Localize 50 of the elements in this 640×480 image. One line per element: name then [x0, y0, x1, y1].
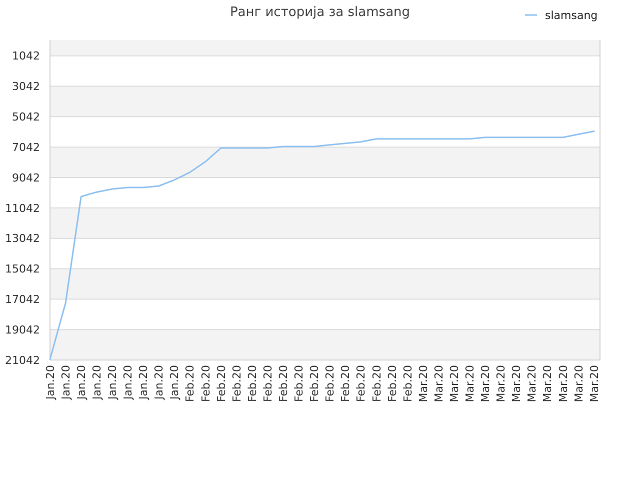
- x-tick-label: Mar.20: [464, 365, 477, 402]
- x-tick-label: Feb.20: [324, 365, 337, 402]
- x-tick-label: Feb.20: [401, 365, 414, 402]
- line-series: [49, 130, 595, 360]
- x-tick-label: Feb.20: [246, 365, 259, 402]
- y-tick-label: 13042: [5, 232, 40, 246]
- x-tick-label: Jan.20: [90, 365, 104, 400]
- y-tick-label: 7042: [12, 140, 40, 154]
- x-tick-label: Mar.20: [510, 365, 524, 402]
- x-tick-label: Feb.20: [386, 365, 399, 402]
- x-tick-label: Jan.20: [122, 365, 135, 400]
- legend-label: slamsang: [545, 8, 598, 22]
- x-tick-label: Feb.20: [214, 365, 228, 402]
- x-tick-label: Feb.20: [339, 365, 352, 402]
- x-tick-label: Mar.20: [416, 365, 430, 402]
- y-tick-label: 5042: [12, 110, 40, 124]
- x-tick-label: Mar.20: [494, 365, 508, 402]
- x-tick-label: Feb.20: [370, 365, 384, 402]
- x-tick-label: Feb.20: [184, 365, 197, 402]
- x-tick-label: Feb.20: [354, 365, 368, 402]
- x-tick-label: Jan.20: [152, 365, 166, 400]
- x-tick-label: Mar.20: [572, 365, 586, 402]
- x-tick-label: Mar.20: [448, 365, 461, 402]
- x-tick-label: Feb.20: [308, 365, 322, 402]
- x-tick-label: Jan.20: [59, 365, 72, 400]
- x-tick-label: Jan.20: [168, 365, 182, 400]
- y-tick-label: 21042: [5, 354, 40, 367]
- y-tick-label: 15042: [5, 262, 40, 276]
- x-tick-label: Mar.20: [588, 365, 601, 402]
- x-tick-label: Feb.20: [292, 365, 306, 402]
- x-tick-label: Jan.20: [44, 365, 57, 400]
- x-tick-label: Mar.20: [526, 365, 539, 402]
- y-tick-label: 17042: [5, 293, 40, 306]
- x-tick-label: Feb.20: [230, 365, 244, 402]
- x-tick-label: Mar.20: [541, 365, 554, 402]
- y-tick-label: 19042: [5, 323, 40, 336]
- x-tick-label: Mar.20: [432, 365, 446, 402]
- y-tick-label: 11042: [5, 202, 40, 215]
- chart-title: Ранг историја за slamsang: [230, 5, 410, 20]
- x-tick-label: Jan.20: [74, 365, 88, 400]
- x-tick-label: Mar.20: [556, 365, 570, 402]
- x-tick-label: Feb.20: [276, 365, 290, 402]
- y-tick-label: 9042: [12, 171, 40, 184]
- x-tick-label: Feb.20: [199, 365, 212, 402]
- y-tick-label: 1042: [12, 50, 40, 63]
- x-tick-label: Feb.20: [261, 365, 274, 402]
- x-tick-label: Jan.20: [137, 365, 150, 400]
- x-tick-label: Mar.20: [479, 365, 492, 402]
- y-tick-label: 3042: [12, 80, 40, 94]
- x-tick-label: Jan.20: [106, 365, 120, 400]
